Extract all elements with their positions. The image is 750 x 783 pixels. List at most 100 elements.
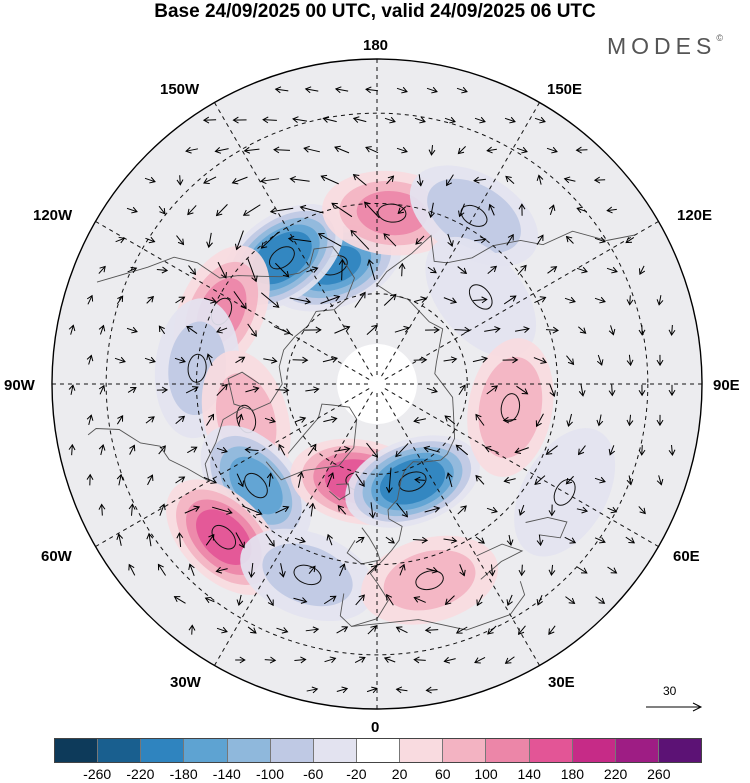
wind-arrow bbox=[595, 596, 606, 604]
colorbar-swatch bbox=[400, 739, 444, 762]
wind-arrow bbox=[424, 505, 441, 513]
wind-arrow bbox=[367, 259, 376, 281]
wind-arrow bbox=[395, 626, 408, 634]
colorbar-tick-label: -100 bbox=[255, 766, 285, 782]
wind-arrow bbox=[413, 356, 428, 364]
wind-arrow bbox=[594, 476, 606, 484]
colorbar-tick-label: 60 bbox=[435, 766, 451, 782]
wind-arrow bbox=[443, 297, 458, 304]
wind-arrow bbox=[305, 626, 320, 634]
colorbar-swatch bbox=[572, 739, 616, 762]
wind-arrow bbox=[446, 472, 453, 488]
wind-arrow bbox=[206, 413, 215, 426]
wind-arrow bbox=[594, 236, 606, 244]
wind-arrow bbox=[320, 174, 339, 185]
coastline bbox=[87, 407, 244, 482]
wind-arrow bbox=[383, 233, 397, 247]
colorbar-swatch bbox=[98, 739, 142, 762]
wind-arrow bbox=[68, 384, 76, 395]
wind-arrow bbox=[384, 116, 396, 124]
wind-arrow bbox=[176, 235, 185, 246]
wind-arrow bbox=[203, 476, 218, 484]
wind-arrow bbox=[334, 446, 351, 453]
wind-arrow bbox=[175, 476, 186, 484]
wind-arrow bbox=[98, 265, 106, 274]
wind-arrow bbox=[324, 656, 337, 663]
wind-arrow bbox=[413, 596, 426, 603]
wind-arrow bbox=[187, 205, 197, 216]
wind-arrow bbox=[535, 413, 544, 428]
anomaly-contour bbox=[514, 428, 616, 557]
colorbar-tick-label: 20 bbox=[391, 766, 408, 782]
wind-arrow bbox=[273, 146, 290, 154]
anomaly-core-contour bbox=[293, 564, 322, 586]
wind-arrow bbox=[656, 295, 664, 306]
wind-arrow bbox=[304, 86, 319, 94]
wind-arrow bbox=[593, 176, 606, 184]
wind-arrow bbox=[352, 173, 367, 186]
wind-arrow bbox=[415, 235, 425, 245]
wind-scale-value: 30 bbox=[663, 684, 677, 698]
wind-arrow bbox=[488, 564, 496, 577]
wind-arrow bbox=[159, 503, 166, 516]
colorbar-tick-label: -180 bbox=[169, 766, 198, 782]
wind-arrow bbox=[576, 506, 589, 514]
wind-arrow bbox=[428, 202, 435, 219]
wind-arrow bbox=[355, 473, 365, 488]
wind-arrow bbox=[294, 416, 307, 423]
wind-arrow bbox=[235, 532, 245, 549]
colorbar-swatch bbox=[615, 739, 659, 762]
anomaly-core-contour bbox=[244, 472, 268, 499]
wind-arrow bbox=[503, 295, 517, 305]
wind-arrow bbox=[444, 116, 456, 124]
wind-arrow bbox=[426, 386, 438, 394]
wind-arrow bbox=[185, 386, 199, 394]
wind-arrow bbox=[98, 324, 106, 335]
anomaly-contour bbox=[262, 543, 353, 607]
colorbar-swatch bbox=[486, 739, 530, 762]
wind-arrow bbox=[275, 262, 290, 278]
wind-arrow bbox=[606, 206, 617, 214]
wind-arrow bbox=[638, 506, 646, 515]
wind-arrow bbox=[423, 445, 440, 453]
wind-arrow bbox=[363, 201, 380, 219]
wind-arrow bbox=[265, 533, 275, 547]
wind-arrow bbox=[472, 356, 489, 363]
wind-arrow bbox=[247, 323, 257, 337]
wind-arrow bbox=[206, 353, 213, 366]
wind-arrow bbox=[236, 473, 245, 488]
wind-arrow bbox=[545, 326, 559, 334]
wind-arrow bbox=[116, 533, 124, 546]
wind-arrow bbox=[548, 625, 556, 635]
wind-arrow bbox=[534, 475, 546, 486]
lon-label-150e: 150E bbox=[547, 81, 583, 98]
wind-arrow bbox=[426, 86, 438, 94]
wind-arrow bbox=[564, 536, 577, 544]
wind-arrow bbox=[320, 294, 341, 304]
wind-arrow bbox=[86, 473, 94, 486]
wind-arrow bbox=[413, 656, 426, 664]
wind-arrow bbox=[668, 444, 676, 456]
wind-arrow bbox=[413, 296, 427, 303]
wind-arrow bbox=[116, 473, 124, 486]
wind-arrow bbox=[354, 291, 366, 308]
wind-arrow bbox=[322, 356, 338, 363]
wind-arrow bbox=[248, 562, 256, 578]
wind-arrow bbox=[413, 416, 426, 424]
wind-arrow bbox=[566, 355, 575, 366]
wind-arrow bbox=[289, 175, 310, 183]
wind-arrow bbox=[205, 533, 215, 546]
wind-arrow bbox=[395, 443, 409, 458]
wind-arrow bbox=[68, 443, 76, 456]
wind-arrow bbox=[350, 229, 370, 250]
wind-arrow bbox=[416, 174, 424, 187]
wind-arrow bbox=[518, 504, 526, 516]
wind-arrow bbox=[366, 324, 378, 335]
wind-arrow bbox=[638, 325, 646, 336]
wind-arrow bbox=[176, 532, 184, 548]
lon-label-120w: 120W bbox=[33, 207, 73, 224]
wind-arrow bbox=[144, 176, 156, 184]
colorbar-tick-label: 220 bbox=[603, 766, 628, 782]
wind-arrow bbox=[385, 536, 395, 544]
wind-arrow bbox=[176, 175, 184, 186]
